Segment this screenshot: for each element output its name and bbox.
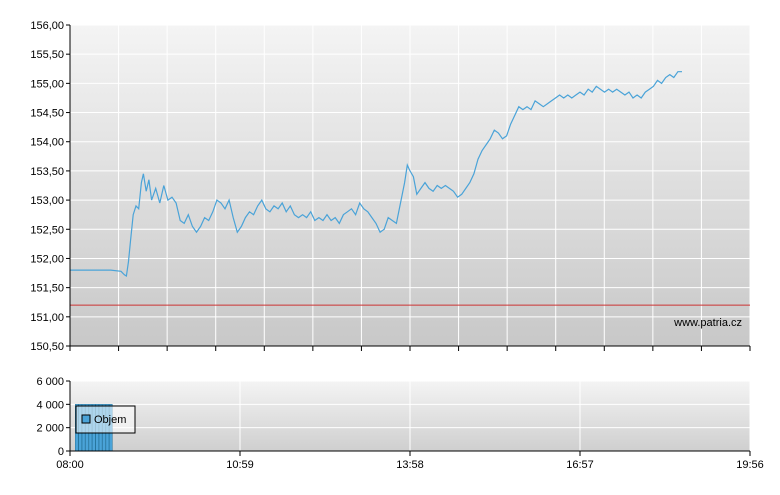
- volume-legend: Objem: [75, 405, 136, 434]
- x-tick-label: 13:58: [396, 459, 424, 471]
- watermark: www.patria.cz: [673, 317, 742, 329]
- price-x-axis-ticks: [69, 346, 751, 351]
- price-y-tick-label: 152,00: [30, 253, 64, 265]
- price-y-axis: 150,50 151,00 151,50 152,00 152,50 153,00 153,…: [30, 20, 70, 353]
- price-y-tick-label: 151,50: [30, 283, 64, 295]
- price-line: [70, 71, 682, 277]
- price-y-tick-label: 156,00: [30, 20, 64, 32]
- price-y-tick-label: 155,00: [30, 78, 64, 90]
- volume-y-tick-label: 2 000: [36, 423, 64, 435]
- price-y-tick-label: 151,00: [30, 312, 64, 324]
- x-tick-label: 08:00: [56, 459, 84, 471]
- volume-panel: 0 2 000 4 000 6 000 08:00 10:59 13:58 16:57 19:…: [36, 376, 763, 471]
- x-tick-label: 10:59: [226, 459, 254, 471]
- price-y-tick-label: 154,00: [30, 137, 64, 149]
- volume-x-axis: 08:00 10:59 13:58 16:57 19:56: [56, 451, 764, 471]
- price-y-tick-label: 154,50: [30, 108, 64, 120]
- price-y-tick-label: 150,50: [30, 341, 64, 353]
- legend-swatch: [81, 414, 91, 424]
- price-y-tick-label: 155,50: [30, 49, 64, 61]
- price-y-tick-label: 152,50: [30, 224, 64, 236]
- x-tick-label: 19:56: [736, 459, 764, 471]
- x-tick-label: 16:57: [566, 459, 594, 471]
- volume-y-tick-label: 6 000: [36, 376, 64, 388]
- price-y-tick-label: 153,00: [30, 195, 64, 207]
- price-y-tick-label: 153,50: [30, 166, 64, 178]
- price-panel: 150,50 151,00 151,50 152,00 152,50 153,00 153,…: [30, 20, 751, 353]
- legend-label: Objem: [94, 414, 126, 426]
- volume-y-tick-label: 0: [58, 446, 64, 458]
- volume-y-axis: 0 2 000 4 000 6 000: [36, 376, 70, 458]
- price-panel-grid: [69, 24, 751, 347]
- volume-y-tick-label: 4 000: [36, 399, 64, 411]
